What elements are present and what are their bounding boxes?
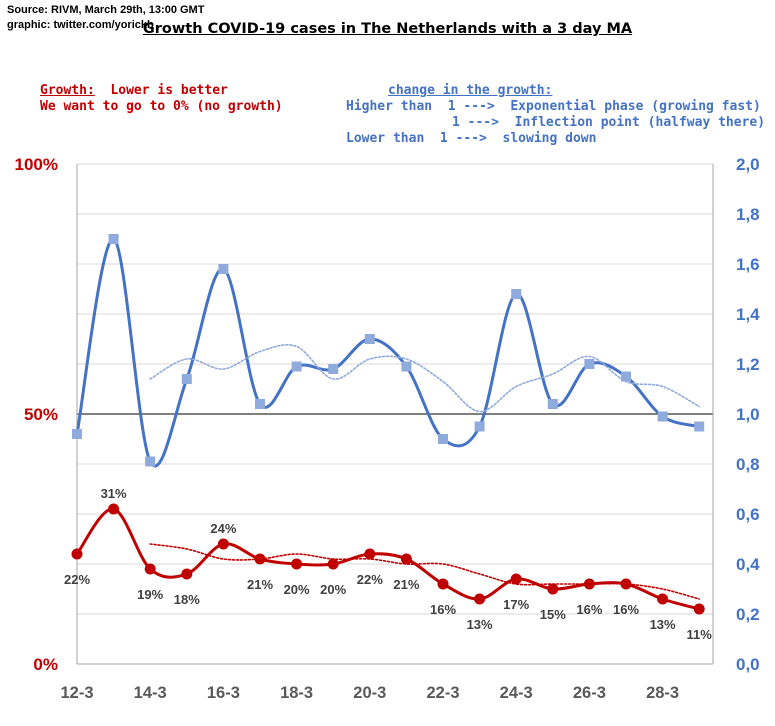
growth-marker [327, 558, 339, 570]
chart-title: Growth COVID-19 cases in The Netherlands… [142, 21, 633, 37]
growth-marker [400, 553, 412, 565]
ma-line [149, 344, 700, 413]
x-tick-label: 16-3 [207, 684, 240, 702]
change-marker [621, 371, 631, 382]
growth-data-label: 20% [284, 582, 310, 597]
right-tick-label: 1,6 [736, 255, 760, 274]
growth-data-label: 13% [650, 617, 676, 632]
growth-note-line1: Growth: Lower is better [40, 83, 228, 98]
series-lines [75, 237, 701, 611]
x-tick-label: 20-3 [353, 684, 386, 702]
growth-data-label: 15% [540, 607, 566, 622]
change-marker [181, 374, 192, 384]
right-tick-label: 0,2 [736, 605, 760, 624]
growth-data-label: 19% [137, 587, 163, 602]
ma-line [149, 543, 700, 600]
growth-marker [108, 503, 120, 515]
right-tick-label: 1,2 [736, 355, 760, 374]
change-note-line2: 1 ---> Inflection point (halfway there) [452, 115, 766, 130]
change-marker [328, 364, 339, 374]
right-tick-label: 1,0 [736, 405, 760, 424]
growth-marker [71, 548, 83, 560]
growth-data-label: 16% [576, 602, 602, 617]
growth-marker [181, 568, 193, 580]
growth-data-label: 24% [210, 521, 236, 536]
growth-marker [510, 573, 522, 585]
left-tick-label: 0% [33, 655, 58, 674]
growth-note-line2: We want to go to 0% (no growth) [40, 99, 283, 114]
growth-data-label: 22% [357, 572, 383, 587]
graphic-credit: graphic: twitter.com/yorickb [7, 19, 154, 31]
change-marker [547, 399, 558, 409]
growth-marker [474, 593, 486, 605]
series-line [75, 507, 701, 611]
change-note-line3: Lower than 1 ---> slowing down [346, 131, 597, 146]
growth-data-label: 20% [320, 582, 346, 597]
growth-data-label: 13% [467, 617, 493, 632]
x-tick-label: 26-3 [573, 684, 606, 702]
growth-marker [437, 578, 449, 590]
change-marker [364, 334, 375, 344]
growth-data-label: 21% [393, 577, 419, 592]
x-tick-label: 24-3 [500, 684, 533, 702]
change-note-title: change in the growth: [388, 83, 553, 98]
growth-marker [291, 558, 303, 570]
growth-data-label: 16% [430, 602, 456, 617]
left-tick-label: 100% [15, 155, 58, 174]
series-markers [71, 234, 705, 615]
growth-marker [217, 538, 229, 550]
growth-marker [657, 593, 669, 605]
growth-data-label: 31% [101, 486, 127, 501]
left-tick-label: 50% [24, 405, 58, 424]
change-marker [584, 359, 595, 369]
x-tick-label: 18-3 [280, 684, 313, 702]
growth-marker [364, 548, 376, 560]
growth-data-label: 22% [64, 572, 90, 587]
growth-data-label: 11% [687, 627, 713, 642]
growth-marker [547, 583, 559, 595]
x-tick-label: 28-3 [646, 684, 679, 702]
right-tick-label: 1,4 [736, 305, 760, 324]
right-tick-label: 2,0 [736, 155, 760, 174]
change-marker [401, 361, 412, 372]
change-marker [291, 361, 302, 372]
change-marker [255, 399, 265, 409]
right-tick-label: 0,4 [736, 555, 760, 574]
change-marker [438, 434, 448, 444]
source-text: Source: RIVM, March 29th, 13:00 GMT [7, 4, 205, 16]
axes [76, 164, 714, 665]
tick-and-data-labels: 0% 50% 100% 0,0 0,2 0,4 0,6 0,8 1,0 1,2 1,4 1,6 1,8 2… [15, 155, 761, 702]
right-tick-label: 0,8 [736, 455, 760, 474]
change-marker [218, 264, 229, 274]
right-tick-label: 0,6 [736, 505, 760, 524]
change-note-line1: Higher than 1 ---> Exponential phase (gr… [346, 99, 761, 114]
right-tick-label: 0,0 [736, 655, 760, 674]
growth-data-label: 21% [247, 577, 273, 592]
series-line [75, 237, 701, 468]
growth-marker [254, 553, 266, 565]
change-marker [145, 456, 156, 467]
growth-note-label: Growth: [40, 83, 95, 98]
growth-marker [144, 563, 156, 575]
change-marker [511, 289, 522, 299]
change-marker [694, 421, 705, 432]
change-marker [72, 429, 82, 439]
x-tick-label: 12-3 [60, 684, 93, 702]
growth-marker [583, 578, 595, 590]
x-tick-label: 22-3 [426, 684, 459, 702]
x-tick-label: 14-3 [134, 684, 167, 702]
change-marker [474, 421, 485, 432]
change-marker [108, 234, 119, 244]
right-tick-label: 1,8 [736, 205, 760, 224]
growth-data-label: 18% [174, 592, 200, 607]
growth-note-text: Lower is better [110, 83, 228, 98]
change-marker [657, 411, 668, 422]
growth-data-label: 16% [613, 602, 639, 617]
growth-data-label: 17% [503, 597, 529, 612]
growth-marker [693, 603, 705, 615]
growth-marker [620, 578, 632, 590]
